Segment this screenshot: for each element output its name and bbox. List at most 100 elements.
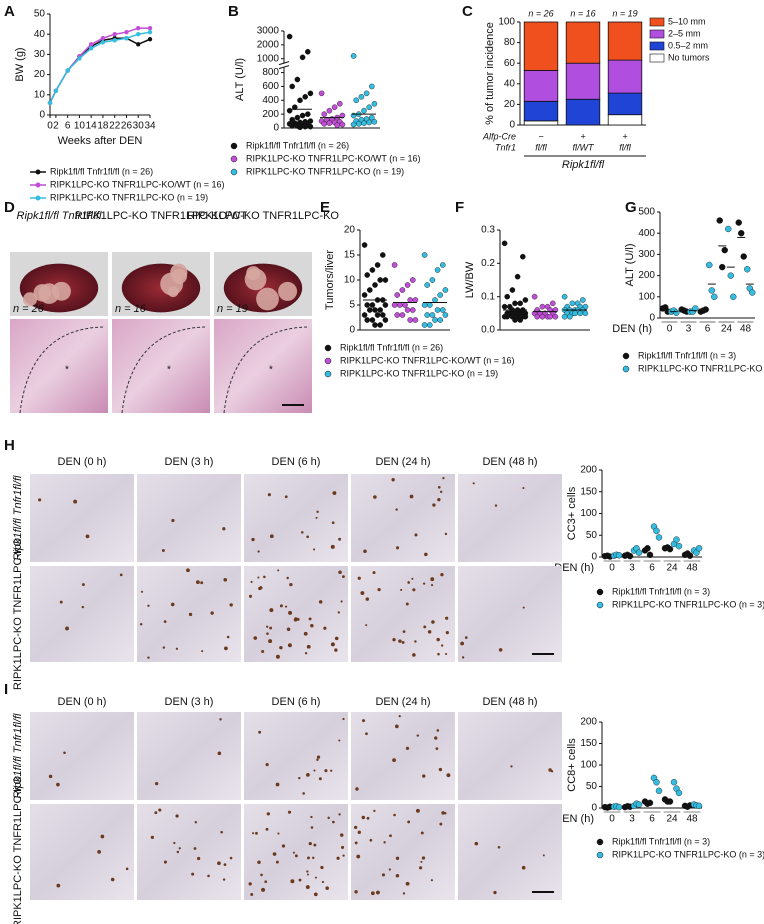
point bbox=[653, 527, 660, 535]
stained-cell bbox=[229, 856, 233, 860]
x-tick-label: 6 bbox=[705, 324, 711, 335]
column-header: DEN (3 h) bbox=[165, 456, 214, 468]
stained-cell bbox=[119, 573, 123, 577]
y-tick-label: 50 bbox=[586, 530, 598, 541]
point bbox=[561, 293, 568, 300]
stained-cell bbox=[338, 739, 341, 742]
stained-cell bbox=[407, 581, 411, 584]
point bbox=[635, 801, 643, 808]
y-tick-label: 100 bbox=[580, 760, 597, 771]
point bbox=[561, 313, 568, 320]
stained-cell bbox=[393, 813, 396, 817]
x-axis-label: Weeks after DEN bbox=[58, 135, 143, 147]
n-label: n = 26 bbox=[528, 8, 553, 18]
row-value: − bbox=[538, 131, 543, 141]
stained-cell bbox=[365, 597, 370, 601]
axis-break bbox=[280, 63, 288, 68]
point bbox=[382, 277, 389, 283]
stained-cell bbox=[402, 630, 406, 634]
stained-cell bbox=[461, 656, 465, 659]
point bbox=[504, 293, 511, 300]
point bbox=[331, 104, 338, 111]
stained-cell bbox=[369, 838, 373, 842]
bar-segment bbox=[523, 70, 559, 102]
y-tick-label: 30 bbox=[34, 49, 46, 60]
point bbox=[512, 317, 518, 323]
stained-cell bbox=[56, 883, 61, 888]
legend-label: RIPK1LPC-KO TNFR1LPC-KO (n = 19) bbox=[50, 192, 208, 202]
stained-cell bbox=[395, 856, 400, 860]
stained-cell bbox=[272, 852, 277, 856]
stained-cell bbox=[222, 878, 226, 881]
x-tick-label: 3 bbox=[629, 563, 635, 574]
point bbox=[291, 104, 298, 111]
stained-cell bbox=[357, 830, 361, 835]
bar-segment bbox=[607, 114, 643, 126]
stained-cell bbox=[223, 577, 228, 582]
stained-cell bbox=[268, 639, 273, 644]
point bbox=[286, 33, 293, 40]
column-header: DEN (48 h) bbox=[482, 696, 537, 708]
point bbox=[297, 97, 303, 104]
point bbox=[355, 121, 362, 127]
x-tick-label: 0 bbox=[667, 324, 673, 335]
y-tick-label: 0 bbox=[509, 120, 515, 131]
stained-cell bbox=[331, 521, 335, 525]
point bbox=[361, 292, 368, 298]
y-tick-label: 0.2 bbox=[481, 258, 495, 269]
stained-cell bbox=[267, 493, 271, 497]
n-label: n = 16 bbox=[115, 303, 147, 315]
legend-swatch bbox=[649, 29, 665, 39]
stained-cell bbox=[100, 834, 105, 839]
x-tick-label: 3 bbox=[629, 814, 635, 825]
stained-cell bbox=[82, 583, 85, 586]
stained-cell bbox=[370, 891, 375, 896]
tumor-border bbox=[223, 326, 308, 414]
stained-cell bbox=[542, 854, 545, 857]
stained-cell bbox=[85, 534, 90, 539]
stained-cell bbox=[338, 537, 342, 541]
row-label: Alfp-Cre bbox=[482, 131, 516, 141]
point bbox=[369, 317, 376, 323]
point bbox=[372, 322, 378, 328]
point bbox=[409, 277, 416, 283]
y-axis-label: CC8+ cells bbox=[566, 738, 578, 792]
stained-cell bbox=[308, 617, 312, 621]
stained-cell bbox=[269, 626, 273, 630]
legend-marker bbox=[596, 851, 604, 859]
point bbox=[442, 312, 449, 318]
y-tick-label: 10 bbox=[34, 89, 46, 100]
point bbox=[421, 252, 428, 258]
x-tick-label: 18 bbox=[97, 121, 109, 132]
point bbox=[534, 313, 541, 320]
stained-cell bbox=[445, 616, 449, 620]
y-tick-label: 0 bbox=[591, 552, 597, 563]
bar-segment bbox=[523, 120, 559, 126]
bar-segment bbox=[565, 21, 601, 64]
stained-cell bbox=[330, 769, 333, 772]
stained-cell bbox=[306, 873, 309, 876]
stained-cell bbox=[460, 641, 465, 646]
point bbox=[646, 799, 654, 807]
stained-cell bbox=[81, 605, 85, 609]
point bbox=[695, 802, 703, 810]
point bbox=[369, 302, 376, 308]
y-tick-label: 100 bbox=[498, 17, 515, 28]
point bbox=[577, 310, 584, 317]
stained-cell bbox=[250, 580, 253, 584]
stained-cell bbox=[373, 495, 377, 499]
y-tick-label: 1000 bbox=[257, 53, 280, 64]
stained-cell bbox=[195, 580, 200, 585]
histology bbox=[214, 319, 312, 413]
stained-cell bbox=[310, 815, 313, 819]
stained-cell bbox=[340, 600, 343, 603]
y-tick-label: 80 bbox=[504, 37, 516, 48]
point bbox=[572, 310, 578, 317]
stained-cell bbox=[313, 843, 317, 847]
stained-cell bbox=[338, 813, 341, 816]
stained-cell bbox=[286, 576, 289, 580]
stained-cell bbox=[150, 835, 154, 839]
stained-cell bbox=[323, 626, 327, 630]
stained-cell bbox=[398, 639, 402, 643]
